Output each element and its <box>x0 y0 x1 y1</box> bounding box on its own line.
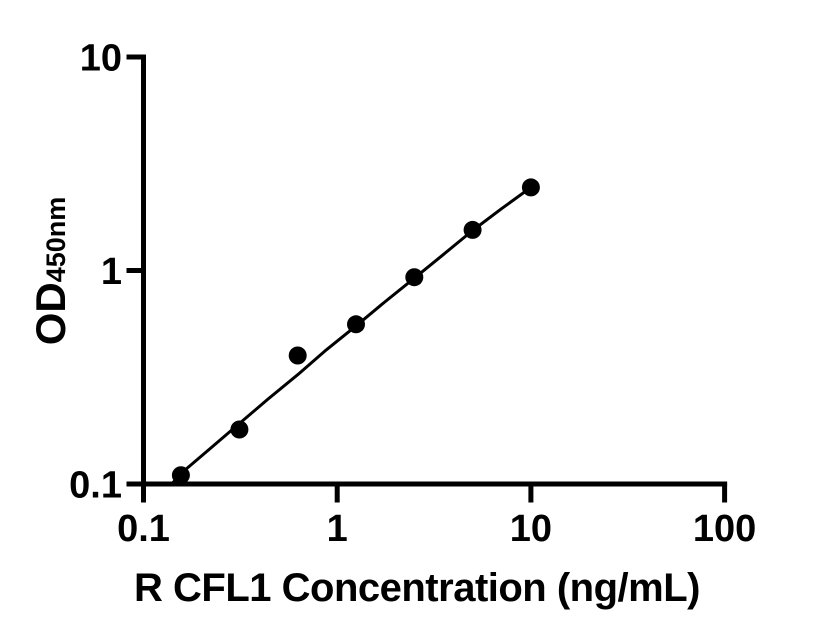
data-point <box>347 315 365 334</box>
data-point <box>405 268 424 287</box>
data-point <box>171 466 190 485</box>
y-axis-title-main: OD <box>27 282 74 345</box>
y-tick-label: 10 <box>80 38 122 80</box>
y-tick-label: 0.1 <box>69 465 122 507</box>
x-tick-label: 1 <box>327 508 348 550</box>
x-axis-title: R CFL1 Concentration (ng/mL) <box>134 566 700 610</box>
data-point <box>521 178 540 197</box>
data-point <box>463 220 482 239</box>
y-axis-title-subscript: 450nm <box>41 197 71 283</box>
y-tick-label: 1 <box>101 251 122 293</box>
plot-area <box>170 178 540 486</box>
x-tick-label: 0.1 <box>117 508 170 550</box>
y-axis-title: OD450nm <box>27 197 74 346</box>
axes: 0.1 1 10 100 0.1 1 10 <box>69 38 756 551</box>
x-tick-label: 100 <box>693 508 756 550</box>
x-tick-label: 10 <box>510 508 552 550</box>
data-point <box>288 346 307 365</box>
data-point <box>230 420 249 439</box>
